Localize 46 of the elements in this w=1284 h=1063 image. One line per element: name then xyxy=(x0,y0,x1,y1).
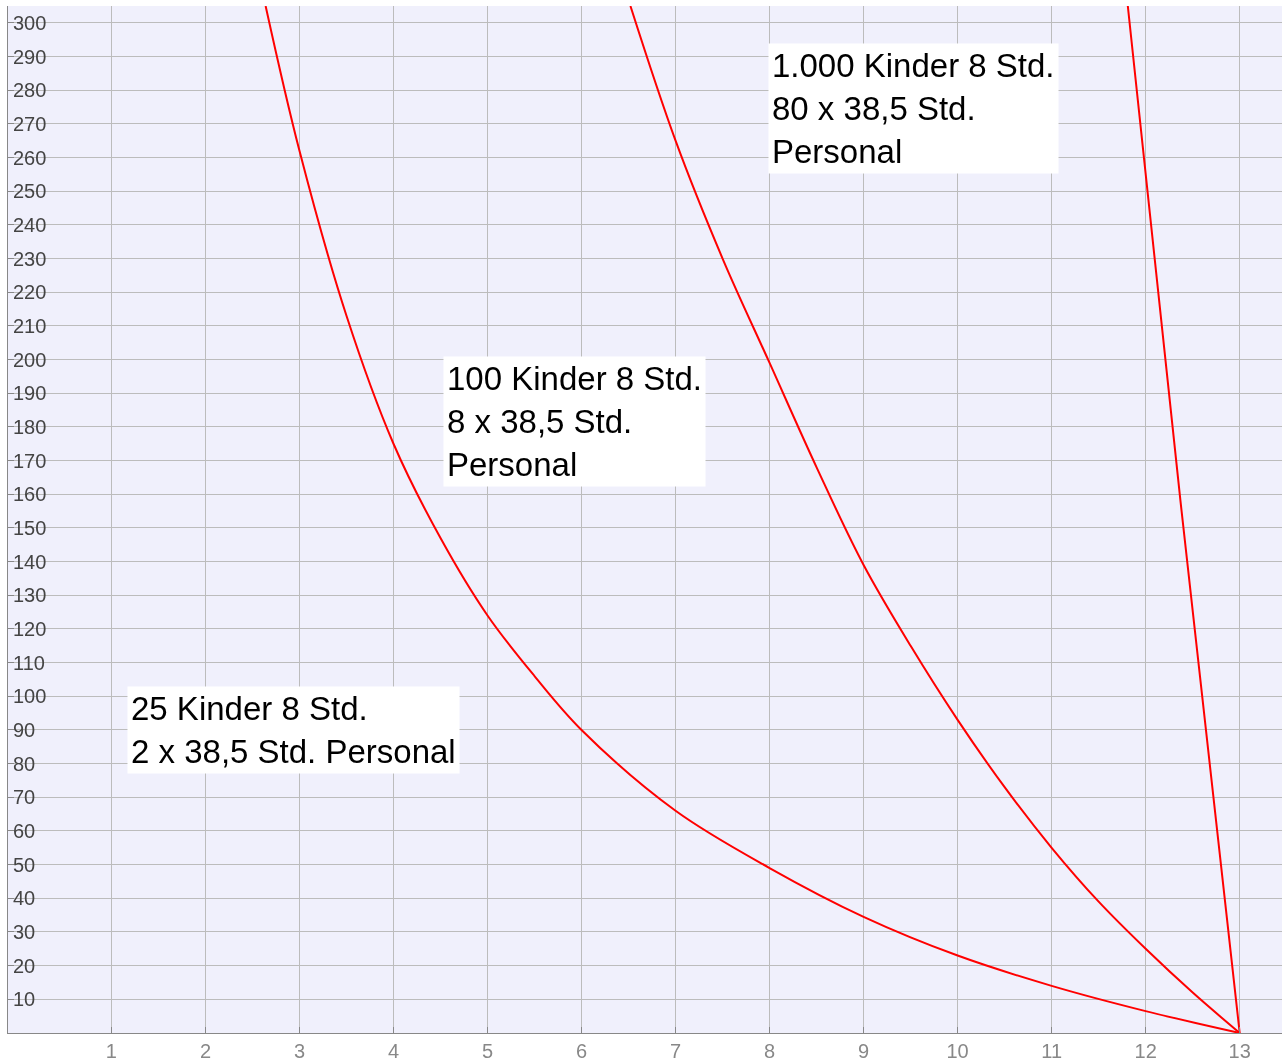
y-tick-label: 160 xyxy=(13,483,47,506)
y-tick-label: 20 xyxy=(13,954,36,977)
y-tick-label: 70 xyxy=(13,786,36,809)
annotation: 1.000 Kinder 8 Std. 80 x 38,5 Std. Personal xyxy=(772,47,1055,170)
y-tick-label: 210 xyxy=(13,314,47,337)
y-tick-label: 190 xyxy=(13,382,47,405)
annotation: 100 Kinder 8 Std. 8 x 38,5 Std. Personal xyxy=(447,360,703,483)
y-tick-label: 120 xyxy=(13,617,47,640)
x-tick-label: 8 xyxy=(764,1040,776,1062)
x-tick-label: 12 xyxy=(1134,1040,1157,1062)
x-tick-label: 9 xyxy=(858,1040,870,1062)
y-tick-label: 50 xyxy=(13,853,36,876)
x-tick-label: 1 xyxy=(105,1040,117,1062)
y-tick-label: 130 xyxy=(13,584,47,607)
x-tick-label: 7 xyxy=(670,1040,682,1062)
y-tick-label: 60 xyxy=(13,819,36,842)
y-tick-label: 200 xyxy=(13,348,47,371)
annotation: 25 Kinder 8 Std. 2 x 38,5 Std. Personal xyxy=(131,690,456,770)
y-tick-label: 280 xyxy=(13,79,47,102)
y-tick-label: 260 xyxy=(13,146,47,169)
x-tick-label: 10 xyxy=(946,1040,969,1062)
y-tick-label: 220 xyxy=(13,281,47,304)
y-tick-label: 140 xyxy=(13,550,47,573)
y-tick-label: 180 xyxy=(13,415,47,438)
y-tick-label: 300 xyxy=(13,11,47,34)
x-tick-label: 2 xyxy=(199,1040,212,1062)
x-tick-label: 3 xyxy=(293,1040,306,1062)
y-tick-label: 270 xyxy=(13,112,47,135)
x-tick-label: 11 xyxy=(1041,1040,1063,1062)
y-tick-label: 100 xyxy=(13,685,47,708)
y-tick-label: 30 xyxy=(13,920,36,943)
y-tick-label: 10 xyxy=(13,988,36,1011)
x-tick-label: 4 xyxy=(387,1040,400,1062)
x-tick-label: 6 xyxy=(575,1040,588,1062)
y-tick-label: 80 xyxy=(13,752,36,775)
y-tick-label: 150 xyxy=(13,516,47,539)
y-tick-label: 250 xyxy=(13,180,47,203)
y-tick-label: 240 xyxy=(13,213,47,236)
y-tick-label: 110 xyxy=(13,651,45,674)
y-tick-label: 90 xyxy=(13,718,36,741)
y-tick-label: 40 xyxy=(13,887,36,910)
y-tick-label: 290 xyxy=(13,45,47,68)
y-tick-label: 170 xyxy=(13,449,47,472)
x-tick-label: 13 xyxy=(1228,1040,1251,1062)
x-tick-label: 5 xyxy=(481,1040,494,1062)
y-tick-label: 230 xyxy=(13,247,47,270)
